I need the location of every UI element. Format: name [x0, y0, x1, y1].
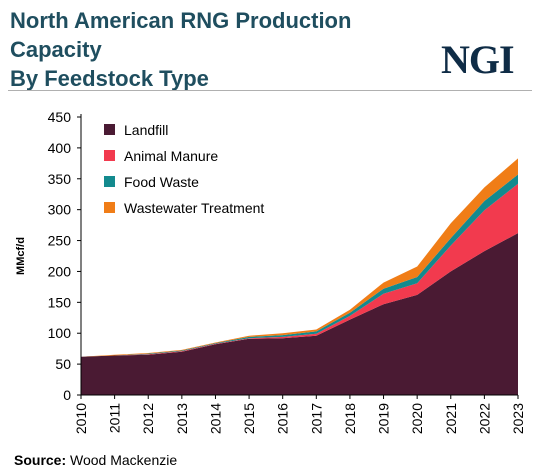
legend-label-landfill: Landfill — [124, 122, 168, 138]
title-line-2: By Feedstock Type — [10, 66, 209, 91]
legend-swatch-animal-manure — [104, 150, 115, 161]
area-landfill — [81, 233, 518, 395]
y-axis-title: MMcf/d — [15, 237, 27, 275]
area-food-waste — [81, 174, 518, 357]
x-tick-label: 2014 — [207, 403, 223, 434]
y-tick-label: 300 — [48, 202, 72, 218]
x-tick-label: 2021 — [443, 403, 459, 434]
area-animal-manure — [81, 183, 518, 357]
x-tick-label: 2012 — [140, 403, 156, 434]
y-tick-label: 200 — [48, 263, 72, 279]
source-value: Wood Mackenzie — [70, 452, 178, 468]
legend-label-wastewater-treatment: Wastewater Treatment — [124, 200, 264, 216]
ngi-logo: NGI — [441, 37, 515, 82]
x-tick-label: 2018 — [342, 403, 358, 434]
chart-title: North American RNG Production Capacity B… — [10, 6, 430, 93]
header-divider — [8, 90, 532, 91]
x-tick-label: 2010 — [73, 403, 89, 434]
legend-label-animal-manure: Animal Manure — [124, 148, 218, 164]
legend-swatch-wastewater-treatment — [104, 202, 115, 213]
y-tick-label: 400 — [48, 140, 72, 156]
y-tick-label: 150 — [48, 294, 72, 310]
source-label: Source: — [14, 452, 67, 468]
y-tick-label: 250 — [48, 233, 72, 249]
y-tick-label: 50 — [55, 356, 71, 372]
y-tick-label: 100 — [48, 325, 72, 341]
x-tick-label: 2016 — [275, 403, 291, 434]
x-tick-label: 2015 — [241, 403, 257, 434]
x-tick-label: 2013 — [174, 403, 190, 434]
x-tick-label: 2019 — [376, 403, 392, 434]
x-tick-label: 2020 — [409, 403, 425, 434]
y-tick-label: 0 — [63, 387, 71, 403]
legend-swatch-food-waste — [104, 176, 115, 187]
area-wastewater-treatment — [81, 158, 518, 357]
x-tick-label: 2011 — [107, 403, 123, 433]
source-note: Source: Wood Mackenzie — [14, 452, 177, 468]
x-tick-label: 2022 — [476, 403, 492, 434]
x-tick-label: 2017 — [308, 403, 324, 434]
legend-swatch-landfill — [104, 124, 115, 135]
legend-label-food-waste: Food Waste — [124, 174, 199, 190]
y-tick-label: 450 — [48, 109, 72, 125]
x-tick-label: 2023 — [510, 403, 526, 434]
title-line-1: North American RNG Production Capacity — [10, 8, 352, 62]
y-tick-label: 350 — [48, 171, 72, 187]
